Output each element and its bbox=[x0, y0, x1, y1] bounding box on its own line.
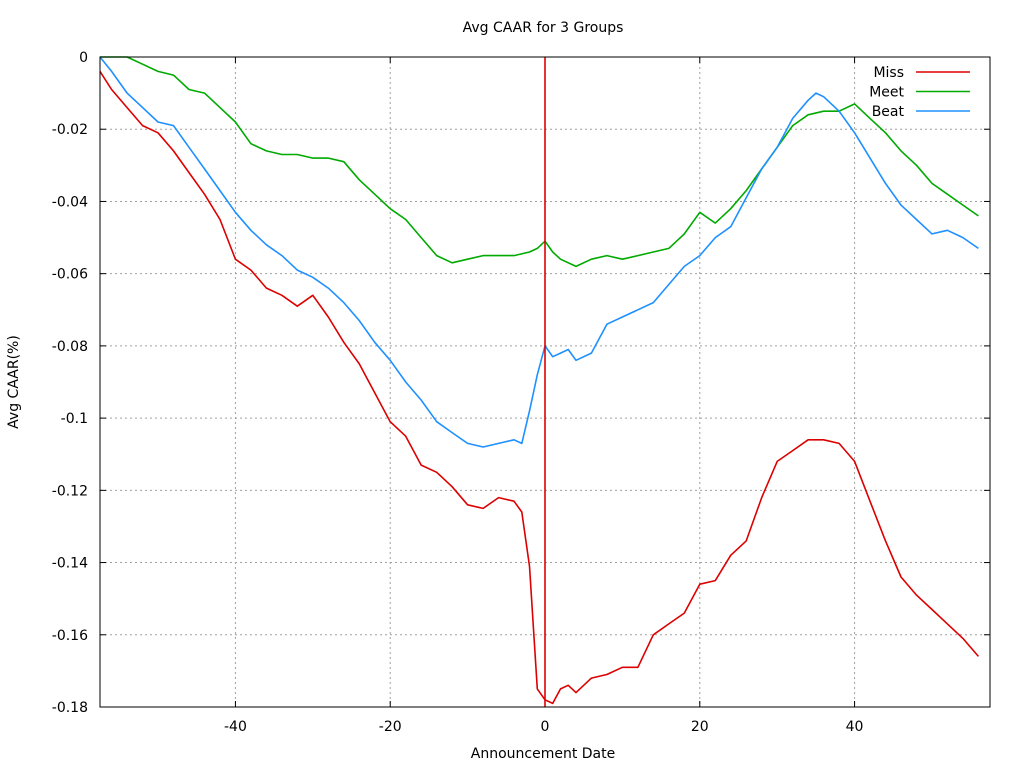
y-tick-labels: 0 -0.02 -0.04 -0.06 -0.08 -0.1 -0.12 -0.14 -0.16… bbox=[52, 50, 88, 716]
y-tick-label-0: 0 bbox=[79, 50, 88, 66]
y-tick-label-0-16: -0.16 bbox=[52, 628, 88, 644]
series-line-meet bbox=[100, 56, 979, 268]
legend-label-miss: Miss bbox=[873, 65, 904, 81]
legend-label-beat: Beat bbox=[872, 104, 905, 120]
y-tick-label-0-18: -0.18 bbox=[52, 700, 88, 716]
y-tick-label-0-02: -0.02 bbox=[52, 122, 88, 138]
legend: Miss Meet Beat bbox=[869, 65, 970, 120]
plot-frame bbox=[99, 56, 991, 708]
x-tick-label-40: -40 bbox=[224, 719, 247, 735]
y-tick-label-0-04: -0.04 bbox=[52, 194, 88, 210]
x-tick-label-20: -20 bbox=[379, 719, 402, 735]
x-tick-labels: -40 -20 0 20 40 bbox=[224, 719, 863, 735]
y-axis-label: Avg CAAR(%) bbox=[6, 335, 22, 429]
y-tick-label-0-08: -0.08 bbox=[52, 339, 88, 355]
y-tick-label-0-14: -0.14 bbox=[52, 556, 88, 572]
legend-label-meet: Meet bbox=[869, 85, 904, 101]
y-tick-label-0-06: -0.06 bbox=[52, 267, 88, 283]
x-tick-label-20: 20 bbox=[691, 719, 709, 735]
y-tick-label-0-1: -0.1 bbox=[61, 411, 88, 427]
x-axis-label: Announcement Date bbox=[471, 746, 615, 762]
x-tick-label-0: 0 bbox=[541, 719, 550, 735]
x-tick-label-40: 40 bbox=[846, 719, 864, 735]
y-tick-label-0-12: -0.12 bbox=[52, 483, 88, 499]
chart-title: Avg CAAR for 3 Groups bbox=[463, 20, 624, 36]
